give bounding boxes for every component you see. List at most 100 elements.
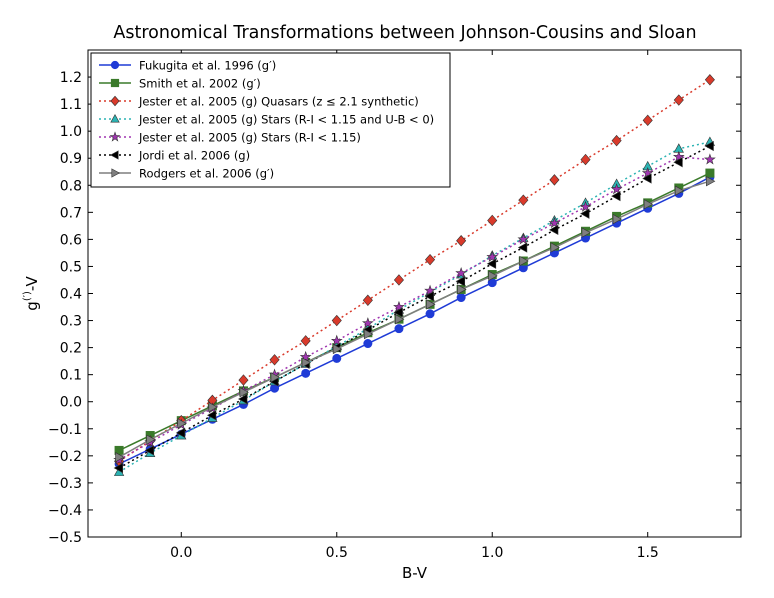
y-axis-label-main: g [23, 301, 41, 311]
legend-label: Jester et al. 2005 (g) Stars (R-I < 1.15… [138, 131, 361, 145]
y-tick-label: −0.5 [48, 530, 82, 546]
marker-triangle-right [146, 434, 156, 445]
marker-diamond [642, 114, 653, 127]
marker-diamond [673, 94, 684, 106]
marker-star [548, 216, 561, 229]
marker-diamond [331, 314, 342, 327]
y-tick-label: −0.1 [48, 422, 82, 438]
marker-diamond [300, 335, 311, 347]
marker-star [704, 153, 716, 165]
series-3 [113, 136, 716, 476]
series-2 [114, 74, 715, 467]
marker-triangle-left [517, 242, 528, 253]
marker-triangle-right [332, 343, 343, 355]
x-tick-label: 1.0 [481, 545, 503, 561]
y-tick-label: 0.0 [60, 395, 82, 411]
legend-item: Rodgers et al. 2006 (g′) [99, 167, 274, 181]
marker-star [299, 350, 312, 363]
y-tick-label: 0.6 [60, 232, 82, 248]
x-axis-label: B-V [402, 564, 428, 582]
marker-circle [456, 293, 466, 303]
legend-label: Fukugita et al. 1996 (g′) [139, 59, 276, 73]
marker-star [424, 284, 436, 296]
y-tick-label: 0.9 [60, 151, 82, 167]
series-line [118, 145, 711, 469]
series-line [118, 79, 711, 462]
legend-item: Smith et al. 2002 (g′) [99, 77, 261, 91]
legend-label: Jester et al. 2005 (g) Quasars (z ≤ 2.1 … [138, 95, 419, 109]
marker-triangle-right [581, 227, 591, 238]
y-tick-label: 0.2 [60, 341, 82, 357]
marker-diamond [393, 274, 404, 286]
marker-diamond [704, 74, 715, 86]
x-tick-label: 1.5 [637, 545, 659, 561]
marker-diamond [110, 95, 120, 107]
marker-star [517, 233, 530, 245]
marker-triangle-left [580, 208, 590, 219]
legend-label: Jester et al. 2005 (g) Stars (R-I < 1.15… [138, 113, 434, 127]
marker-triangle-right [550, 242, 560, 253]
series-line [118, 156, 710, 461]
y-tick-label: 0.5 [60, 259, 82, 275]
y-axis-label: g(′)-V [22, 276, 41, 311]
marker-triangle-right [674, 185, 685, 196]
marker-triangle-right [363, 328, 374, 340]
marker-triangle-right [177, 418, 187, 429]
chart-title: Astronomical Transformations between Joh… [113, 23, 696, 43]
series-6 [115, 176, 716, 463]
marker-star [109, 131, 121, 142]
legend-item: Jester et al. 2005 (g) Stars (R-I < 1.15… [99, 131, 361, 145]
marker-triangle-right [457, 284, 467, 295]
marker-diamond [580, 153, 591, 166]
marker-triangle-left [548, 224, 559, 236]
marker-triangle-right [111, 168, 120, 178]
marker-diamond [487, 214, 498, 227]
marker-triangle-left [238, 393, 248, 405]
marker-diamond [518, 194, 529, 206]
y-tick-label: 0.3 [60, 314, 82, 330]
marker-star [641, 166, 654, 179]
marker-triangle-right [643, 199, 654, 210]
marker-diamond [238, 374, 249, 386]
y-tick-label: −0.2 [48, 449, 82, 465]
marker-star [361, 317, 374, 329]
series-0 [114, 172, 715, 469]
y-tick-label: 0.7 [60, 205, 82, 221]
axes-layer: 0.0 0.5 1.0 1.5 −0.5 −0.4 −0.3 −0.2 −0.1 0.0 0.1 0.… [48, 50, 741, 561]
marker-diamond [269, 354, 280, 366]
marker-triangle-right [270, 372, 281, 383]
legend-item: Jester et al. 2005 (g) Quasars (z ≤ 2.1 … [99, 95, 419, 109]
marker-triangle-up [110, 114, 120, 123]
marker-triangle-right [208, 402, 218, 413]
legend-label: Jordi et al. 2006 (g) [138, 149, 250, 163]
marker-diamond [549, 174, 560, 186]
marker-triangle-left [144, 445, 155, 456]
marker-triangle-right [301, 357, 312, 368]
marker-star [455, 267, 468, 279]
marker-triangle-left [455, 276, 466, 287]
legend-item: Jester et al. 2005 (g) Stars (R-I < 1.15… [99, 113, 434, 127]
marker-diamond [611, 134, 622, 147]
marker-triangle-left [673, 157, 683, 168]
legend-label: Smith et al. 2002 (g′) [139, 77, 261, 91]
marker-triangle-right [426, 299, 436, 310]
series-4 [113, 150, 716, 465]
legend-item: Fukugita et al. 1996 (g′) [99, 59, 276, 73]
legend: Fukugita et al. 1996 (g′) Smith et al. 20… [90, 52, 451, 188]
marker-triangle-left [113, 462, 123, 474]
marker-triangle-left [486, 258, 497, 269]
x-tick-label: 0.0 [170, 545, 192, 561]
marker-star [393, 300, 405, 313]
marker-triangle-left [642, 173, 652, 184]
marker-circle [301, 368, 311, 378]
marker-circle [110, 60, 120, 70]
marker-star [672, 150, 685, 162]
marker-triangle-left [175, 427, 186, 438]
marker-diamond [456, 235, 467, 247]
marker-triangle-right [395, 314, 405, 325]
y-tick-label: 1.1 [60, 97, 82, 113]
y-tick-label: 1.2 [60, 70, 82, 86]
marker-triangle-left [393, 307, 403, 318]
marker-circle [394, 324, 404, 334]
